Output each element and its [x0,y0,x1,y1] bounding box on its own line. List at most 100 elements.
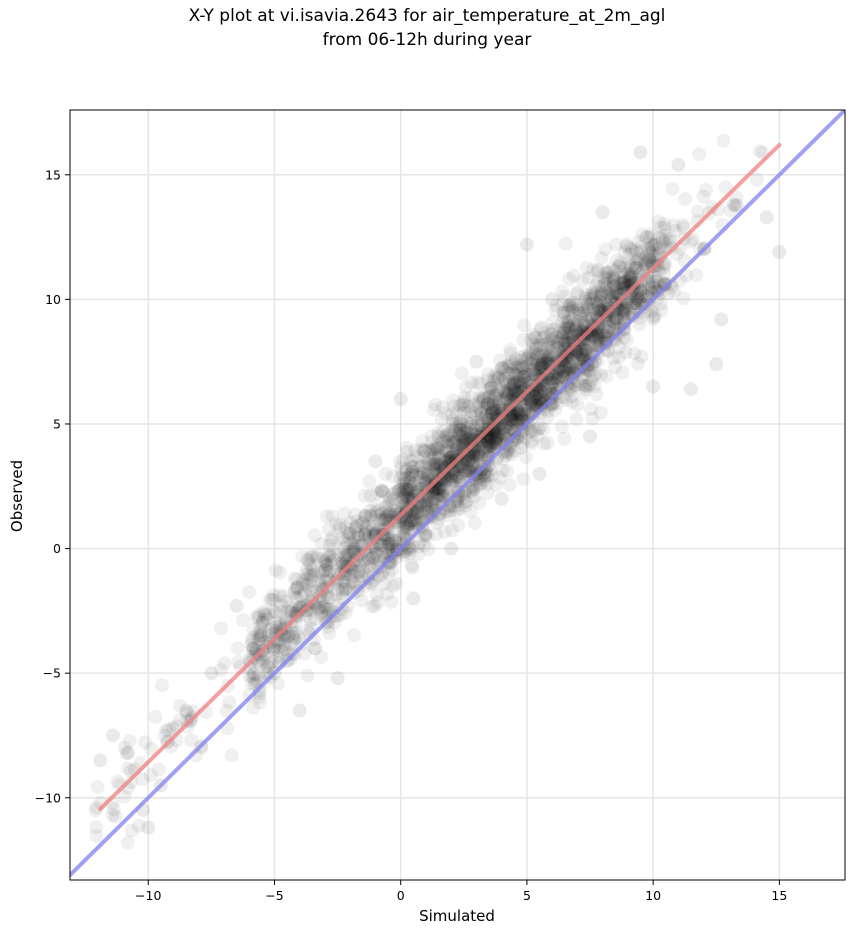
chart-subtitle: from 06-12h during year [322,30,532,50]
data-point [512,405,527,420]
data-point [487,402,502,417]
data-point [500,359,515,374]
data-point [562,320,577,335]
data-point [447,399,461,414]
data-point [511,366,526,381]
data-point [289,606,304,621]
data-point [547,322,562,336]
data-point [296,573,311,588]
data-point [428,397,443,412]
data-point [545,376,560,391]
data-point [684,382,699,397]
data-point [585,411,600,426]
data-point [545,340,560,355]
data-point [442,508,457,523]
data-point [470,400,485,414]
data-point [625,267,639,282]
data-point [492,395,507,410]
data-point [482,381,496,396]
data-point [493,432,508,447]
data-point [548,346,563,361]
data-point [487,369,502,384]
data-point [480,397,495,412]
data-point [533,388,548,403]
data-point [502,357,517,372]
data-point [517,348,532,363]
data-point [534,398,549,413]
data-point [425,467,440,482]
data-point [396,525,411,539]
data-point [489,366,504,381]
data-point [583,377,597,392]
data-point [425,500,440,514]
data-point [450,468,465,483]
data-point [586,289,601,304]
data-point [759,210,774,225]
data-point [599,369,614,384]
data-point [297,585,311,600]
data-point [439,429,454,444]
data-point [556,368,571,383]
data-point [466,449,481,464]
data-point [117,789,132,804]
data-point [617,308,632,323]
data-point [546,339,560,354]
x-tick-label: 5 [523,888,531,903]
data-point [563,359,578,373]
data-point [578,347,593,362]
data-point [351,528,366,542]
data-point [397,520,412,535]
data-point [484,378,499,393]
data-point [367,598,382,613]
data-point [494,361,509,376]
data-point [384,493,399,508]
data-point [519,237,534,252]
data-point [749,172,764,187]
data-point [403,475,418,490]
data-point [457,433,472,448]
data-point [586,303,601,318]
data-point [632,293,646,308]
data-point [589,387,604,402]
data-point [370,595,385,610]
data-point [534,360,549,374]
data-point [566,317,581,332]
data-point [543,397,558,412]
data-point [617,245,632,259]
data-point [650,290,665,305]
data-point [557,324,572,339]
data-point [438,443,453,458]
data-point [613,255,628,270]
data-point [417,498,432,513]
data-point [426,403,441,417]
data-point [559,318,574,333]
data-point [406,452,420,467]
data-point [575,273,590,288]
data-point [575,371,590,386]
data-point [494,406,509,421]
data-point [502,359,517,374]
data-point [564,352,579,366]
data-point [704,200,719,215]
data-point [445,473,460,488]
data-point [533,360,548,375]
data-point [399,532,414,547]
data-point [642,241,657,256]
data-point [314,650,329,665]
data-point [540,410,555,425]
data-point [585,291,600,306]
data-point [461,399,476,414]
data-point [503,346,518,361]
data-point [525,362,540,377]
data-point [576,300,591,315]
data-point [453,460,468,475]
data-point [403,542,418,557]
data-point [600,286,615,301]
data-point [334,531,348,546]
data-point [403,516,418,531]
data-point [351,530,366,545]
data-point [500,390,515,405]
data-point [274,604,289,619]
data-point [249,610,264,625]
